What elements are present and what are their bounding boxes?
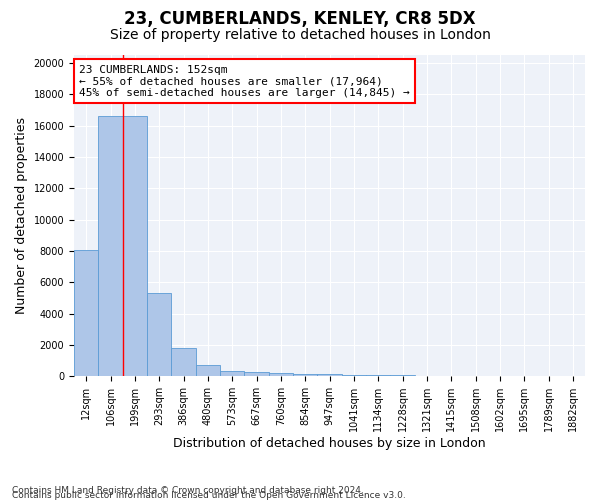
- Bar: [74, 250, 98, 376]
- Bar: [147, 293, 172, 376]
- Bar: [122, 116, 147, 376]
- Text: Size of property relative to detached houses in London: Size of property relative to detached ho…: [110, 28, 490, 42]
- Text: Contains public sector information licensed under the Open Government Licence v3: Contains public sector information licen…: [12, 490, 406, 500]
- Bar: [220, 370, 244, 376]
- Bar: [196, 366, 220, 376]
- Bar: [317, 374, 341, 376]
- Text: Contains HM Land Registry data © Crown copyright and database right 2024.: Contains HM Land Registry data © Crown c…: [12, 486, 364, 495]
- Y-axis label: Number of detached properties: Number of detached properties: [15, 117, 28, 314]
- Text: 23, CUMBERLANDS, KENLEY, CR8 5DX: 23, CUMBERLANDS, KENLEY, CR8 5DX: [124, 10, 476, 28]
- Bar: [244, 372, 269, 376]
- Text: 23 CUMBERLANDS: 152sqm
← 55% of detached houses are smaller (17,964)
45% of semi: 23 CUMBERLANDS: 152sqm ← 55% of detached…: [79, 64, 410, 98]
- Bar: [341, 375, 366, 376]
- Bar: [98, 116, 122, 376]
- Bar: [172, 348, 196, 376]
- Bar: [293, 374, 317, 376]
- Bar: [269, 373, 293, 376]
- X-axis label: Distribution of detached houses by size in London: Distribution of detached houses by size …: [173, 437, 486, 450]
